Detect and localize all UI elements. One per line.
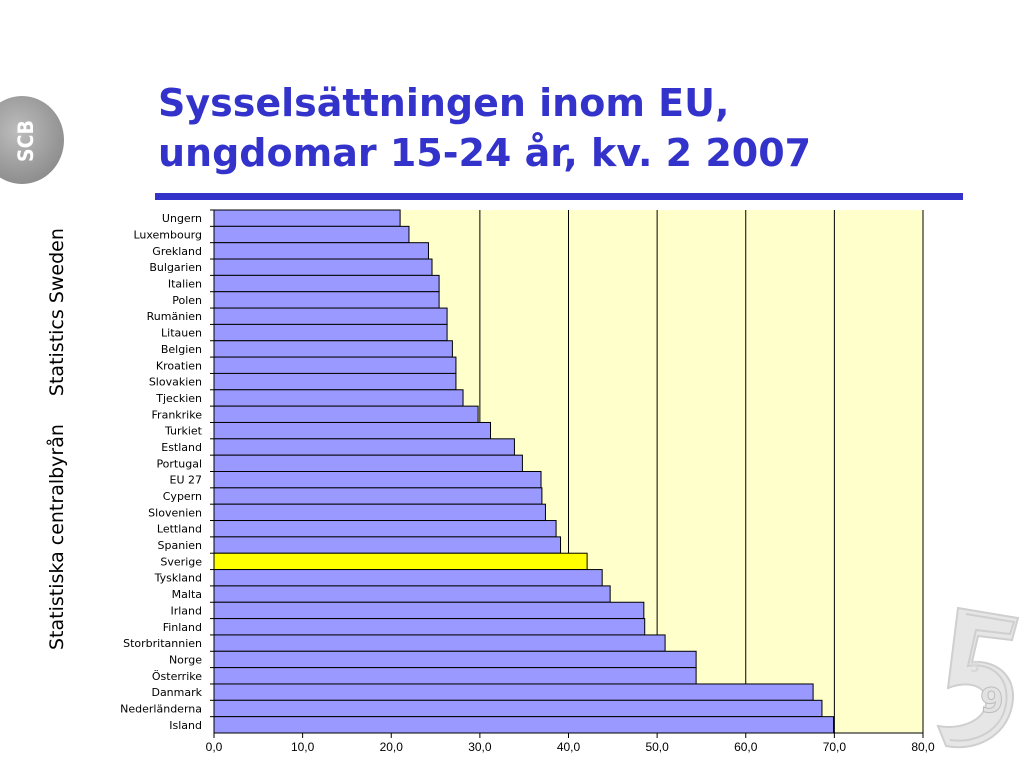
category-label: Sverige xyxy=(160,555,202,568)
category-label: Norge xyxy=(169,653,202,666)
bar xyxy=(213,634,666,652)
bar xyxy=(213,258,433,276)
bar xyxy=(213,225,410,244)
category-label: Tjeckien xyxy=(155,392,202,405)
category-label: Kroatien xyxy=(156,359,202,372)
bar xyxy=(213,650,697,669)
bar xyxy=(213,667,697,685)
category-label: Turkiet xyxy=(164,425,203,438)
category-label: Malta xyxy=(172,588,202,601)
bar xyxy=(213,699,823,718)
x-tick-label: 0,0 xyxy=(206,740,223,754)
decorative-number-graphic: 9 5 xyxy=(936,606,1020,749)
x-tick-label: 60,0 xyxy=(734,740,758,754)
bar xyxy=(213,274,440,293)
bar xyxy=(213,356,457,374)
bar xyxy=(213,569,603,587)
bar xyxy=(213,601,645,620)
bar xyxy=(213,503,546,522)
category-label: Danmark xyxy=(151,686,202,699)
title-underline xyxy=(155,193,963,200)
category-label: Lettland xyxy=(157,523,202,536)
category-label: Finland xyxy=(163,621,202,634)
logo-text: SCB xyxy=(14,120,38,162)
x-tick-label: 50,0 xyxy=(645,740,669,754)
category-label: Estland xyxy=(161,441,202,454)
category-label: EU 27 xyxy=(170,474,203,487)
bar xyxy=(213,487,543,505)
category-label: Österrike xyxy=(152,670,202,683)
bar xyxy=(213,520,557,538)
bar xyxy=(213,242,429,260)
category-label: Rumänien xyxy=(147,310,202,323)
bar xyxy=(213,209,401,227)
bar xyxy=(213,405,479,423)
category-label: Island xyxy=(169,719,202,732)
category-label: Irland xyxy=(170,604,202,617)
x-tick-label: 40,0 xyxy=(557,740,581,754)
bar-highlighted xyxy=(213,552,588,571)
bar xyxy=(213,389,464,407)
title-line-1: Sysselsättningen inom EU, xyxy=(158,81,730,125)
scb-logo: SCB xyxy=(0,95,64,185)
category-label: Spanien xyxy=(158,539,203,552)
bar xyxy=(213,716,834,734)
x-tick-label: 80,0 xyxy=(911,740,935,754)
category-label: Tyskland xyxy=(154,572,202,585)
x-tick-label: 20,0 xyxy=(380,740,404,754)
page-title: Sysselsättningen inom EU, ungdomar 15-24… xyxy=(158,78,978,178)
bar xyxy=(213,340,453,358)
category-label: Grekland xyxy=(152,245,202,258)
category-label: Slovenien xyxy=(148,506,202,519)
category-label: Polen xyxy=(172,294,202,307)
category-label: Litauen xyxy=(161,327,202,340)
category-label: Frankrike xyxy=(152,408,203,421)
x-tick-label: 30,0 xyxy=(468,740,492,754)
bar xyxy=(213,683,814,701)
svg-text:5: 5 xyxy=(970,660,980,676)
bar xyxy=(213,291,440,309)
bar xyxy=(213,372,457,391)
category-label: Ungern xyxy=(162,212,202,225)
title-line-2: ungdomar 15-24 år, kv. 2 2007 xyxy=(158,131,812,175)
svg-text:9: 9 xyxy=(980,681,1004,721)
category-label: Belgien xyxy=(161,343,202,356)
category-label: Cypern xyxy=(163,490,202,503)
bar xyxy=(213,585,611,603)
category-label: Italien xyxy=(168,278,202,291)
category-label: Bulgarien xyxy=(149,261,202,274)
bar xyxy=(213,618,646,636)
x-tick-label: 10,0 xyxy=(291,740,315,754)
category-label: Storbritannien xyxy=(123,637,202,650)
bar xyxy=(213,536,562,554)
bar xyxy=(213,323,448,342)
category-label: Luxembourg xyxy=(133,229,202,242)
category-label: Slovakien xyxy=(149,376,202,389)
bar xyxy=(213,421,492,440)
bar xyxy=(213,438,515,456)
bar xyxy=(213,471,542,489)
category-label: Nederländerna xyxy=(120,702,202,715)
category-label: Portugal xyxy=(156,457,202,470)
x-tick-label: 70,0 xyxy=(823,740,847,754)
bar xyxy=(213,307,448,325)
bar xyxy=(213,454,523,472)
